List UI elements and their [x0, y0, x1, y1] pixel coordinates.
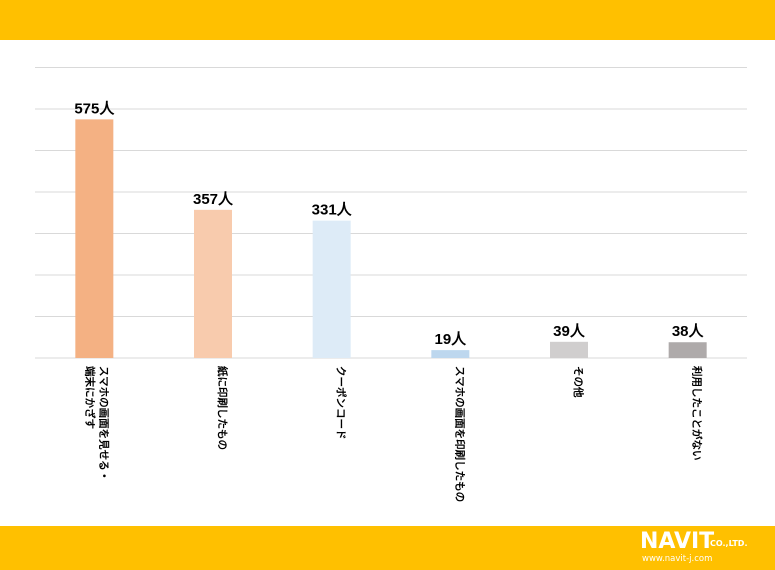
data-label: 19人: [434, 331, 467, 348]
company-logo: NAVIT CO.,LTD. www.navit-j.com: [640, 531, 770, 565]
bar: [312, 220, 351, 358]
logo-company-suffix: CO.,LTD.: [710, 539, 748, 548]
category-label: クーポンコード: [335, 366, 348, 440]
bar: [550, 341, 588, 358]
data-label: 357人: [193, 191, 234, 208]
data-label: 39人: [553, 323, 586, 340]
category-label: 紙に印刷したもの: [216, 366, 229, 450]
category-label: スマホの画面を印刷したもの: [453, 366, 466, 502]
bar: [75, 119, 114, 358]
top-banner: [0, 0, 775, 40]
category-label: 端末にかざす: [83, 366, 96, 429]
category-label: スマホの画面を見せる・: [97, 366, 109, 481]
logo-url: www.navit-j.com: [642, 554, 713, 564]
bar: [668, 342, 707, 358]
data-label: 38人: [672, 323, 705, 340]
data-label: 331人: [312, 202, 353, 219]
category-label: その他: [572, 366, 585, 398]
bar: [431, 350, 470, 358]
logo-name: NAVIT: [640, 529, 715, 554]
bar: [194, 209, 232, 358]
bottom-banner: [0, 526, 775, 570]
category-label: 利用したことがない: [691, 366, 704, 461]
data-label: 575人: [74, 100, 115, 117]
